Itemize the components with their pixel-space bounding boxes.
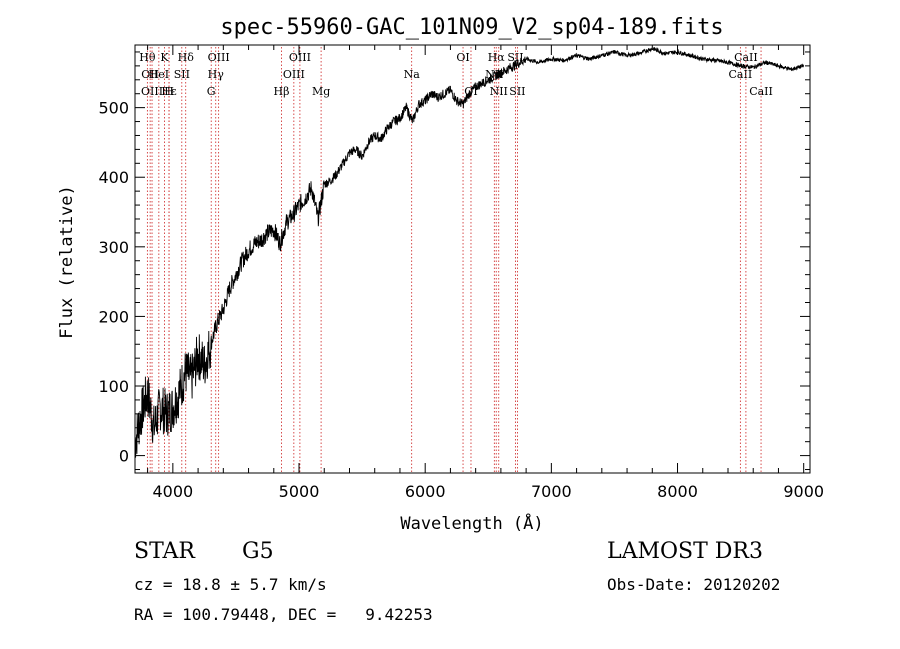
line-label-10: Hγ [208,68,225,81]
line-label-11: OIII [208,51,230,64]
object-class: STAR [134,539,195,564]
line-label-0: Hθ [139,51,156,64]
plot-area: HθOIIOIIIHeIKHεHSIIHδGHγOIIIHβOIIIOIIIMg… [98,44,824,501]
line-label-25: CaII [734,51,758,64]
line-label-14: OIII [289,51,311,64]
x-tick-label-4000: 4000 [152,482,193,501]
line-label-13: OIII [283,68,305,81]
y-tick-label-400: 400 [98,168,129,187]
line-label-17: OI [456,51,469,64]
x-tick-label-5000: 5000 [279,482,320,501]
x-tick-label-7000: 7000 [531,482,572,501]
line-label-5: Hε [161,85,177,98]
line-label-8: Hδ [178,51,195,64]
y-axis-label: Flux (relative) [57,185,77,339]
line-label-16: Na [404,68,421,81]
line-label-26: CaII [749,85,773,98]
line-label-24: CaII [729,68,753,81]
line-label-4: K [160,51,169,64]
survey-name: LAMOST DR3 [607,539,763,564]
line-label-6: H [164,85,174,98]
y-tick-label-100: 100 [98,377,129,396]
redshift-cz: cz = 18.8 ± 5.7 km/s [134,575,327,594]
y-tick-label-500: 500 [98,99,129,118]
line-label-2: OIII [141,85,163,98]
x-tick-label-9000: 9000 [783,482,824,501]
coordinates: RA = 100.79448, DEC = 9.42253 [134,605,433,624]
x-axis-label: Wavelength (Å) [400,512,543,534]
object-subclass: G5 [242,539,274,564]
line-label-1: OII [141,68,159,81]
spectrum-line [134,46,805,458]
y-tick-label-300: 300 [98,238,129,257]
line-label-23: SII [509,85,525,98]
plot-frame [134,44,811,474]
x-tick-label-8000: 8000 [657,482,698,501]
x-tick-label-6000: 6000 [405,482,446,501]
line-label-15: Mg [312,85,330,98]
obs-date: Obs-Date: 20120202 [607,575,781,594]
line-label-7: SII [174,68,190,81]
line-label-21: NII [490,85,508,98]
chart-title: spec-55960-GAC_101N09_V2_sp04-189.fits [220,15,723,40]
y-tick-label-200: 200 [98,307,129,326]
y-tick-label-0: 0 [119,447,129,466]
line-label-9: G [207,85,216,98]
line-label-12: Hβ [274,85,290,98]
line-label-20: Hα [488,51,506,64]
line-label-3: HeI [149,68,169,81]
line-label-22: SII [507,51,523,64]
